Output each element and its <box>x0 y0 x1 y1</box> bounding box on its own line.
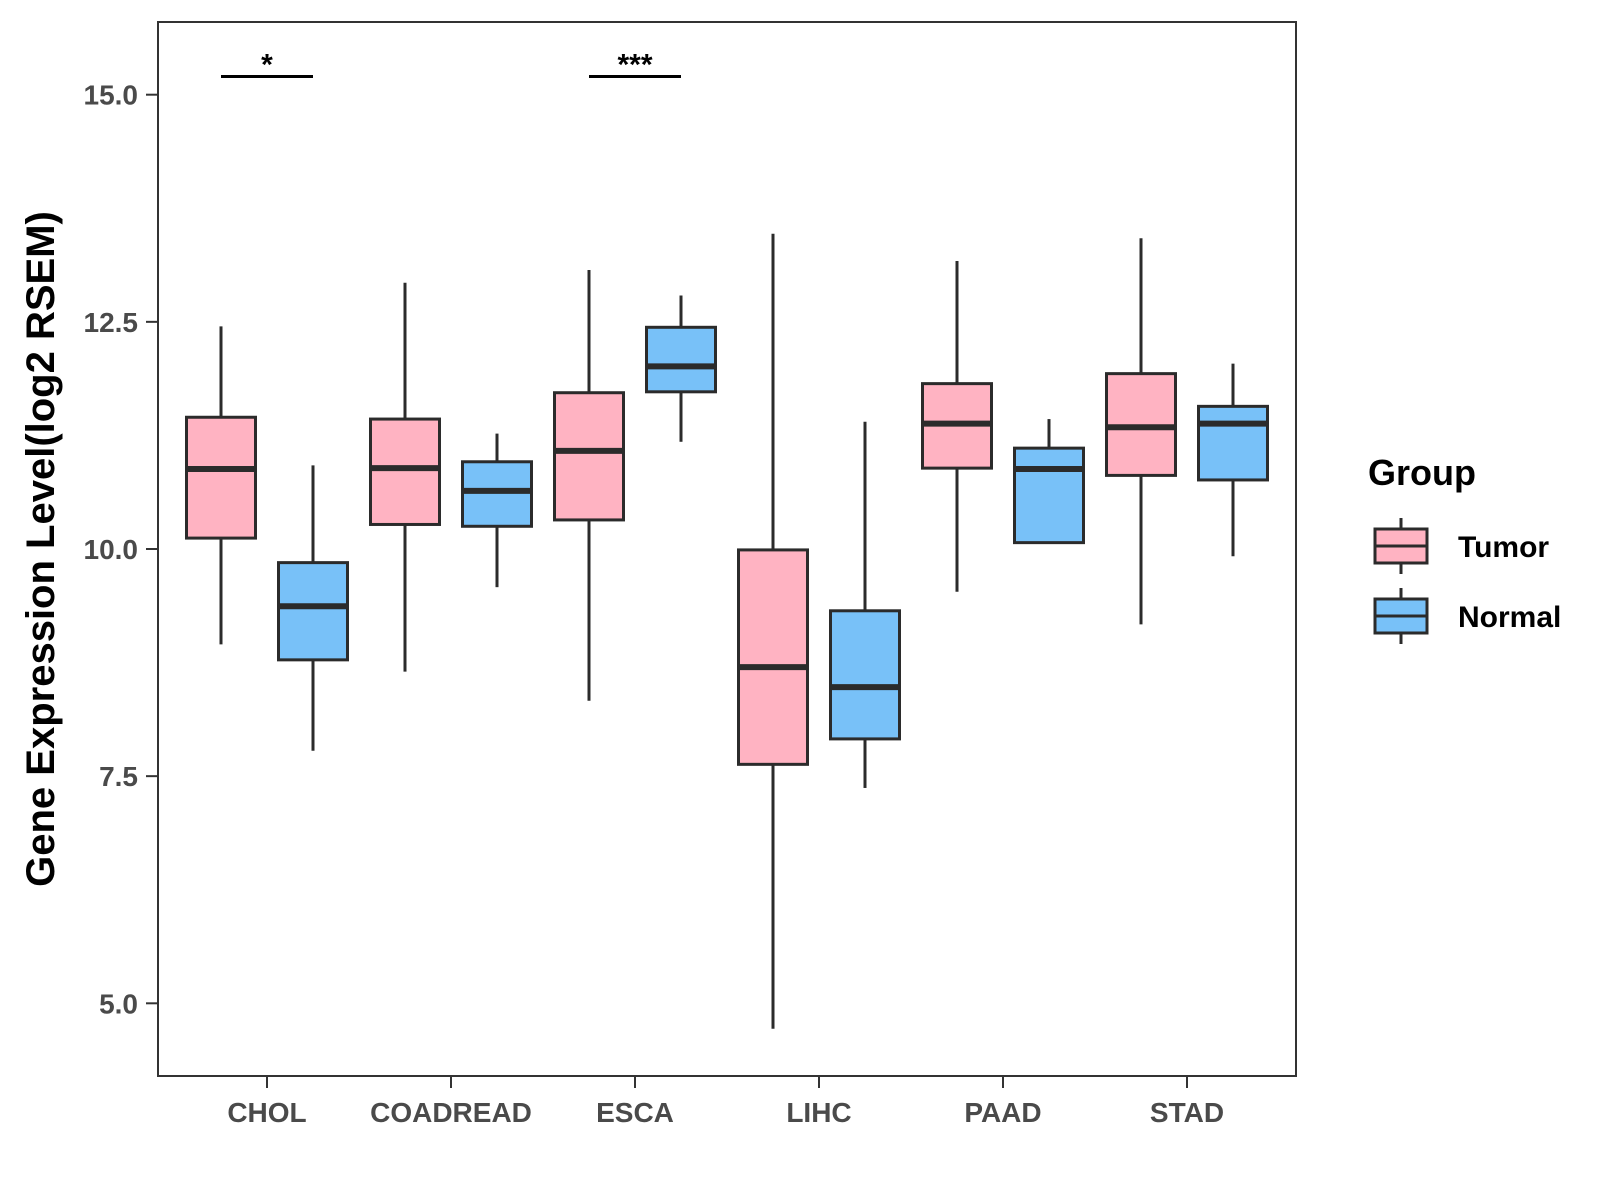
box-normal-esca <box>645 295 717 442</box>
box-tumor-esca <box>553 270 625 701</box>
significance-annotations: * *** <box>221 49 681 82</box>
box-tumor-lihc <box>737 233 809 1029</box>
box-normal-chol <box>277 465 349 751</box>
box-iqr <box>645 325 717 394</box>
legend-key-normal <box>1373 588 1429 644</box>
y-tick-label: 15.0 <box>84 80 139 111</box>
box-iqr <box>829 609 901 741</box>
box-iqr <box>1197 404 1269 482</box>
box-normal-stad <box>1197 363 1269 557</box>
legend-label-tumor: Tumor <box>1458 531 1549 564</box>
legend-key-tumor <box>1373 518 1429 574</box>
legend: Group Tumor Normal <box>1368 452 1561 644</box>
box-normal-paad <box>1013 419 1085 545</box>
box-iqr <box>277 561 349 662</box>
y-axis-title: Gene Expression Level(log2 RSEM) <box>19 211 63 887</box>
y-tick-label: 10.0 <box>84 534 139 565</box>
box-normal-coadread <box>461 433 533 588</box>
x-tick-label: COADREAD <box>370 1097 532 1128</box>
box-tumor-chol <box>185 326 257 645</box>
boxes <box>185 233 1269 1029</box>
y-tick-label: 5.0 <box>99 988 138 1019</box>
legend-label-normal: Normal <box>1458 601 1561 634</box>
x-tick-label: STAD <box>1150 1097 1224 1128</box>
box-iqr <box>369 417 441 526</box>
x-tick-label: LIHC <box>786 1097 851 1128</box>
x-tick-label: CHOL <box>227 1097 306 1128</box>
box-iqr <box>1013 446 1085 545</box>
x-tick-label: ESCA <box>596 1097 674 1128</box>
legend-title: Group <box>1368 452 1476 493</box>
box-tumor-coadread <box>369 282 441 672</box>
box-iqr <box>737 548 809 766</box>
significance-label: *** <box>617 49 652 82</box>
y-tick-label: 7.5 <box>99 761 138 792</box>
box-iqr <box>553 391 625 522</box>
y-tick-label: 12.5 <box>84 307 139 338</box>
axes: 5.0 7.5 10.0 12.5 15.0 CHOL COADREAD ESCA LIHC PA… <box>19 21 1297 1128</box>
box-normal-lihc <box>829 421 901 788</box>
plot-panel-border <box>157 21 1297 1077</box>
x-tick-label: PAAD <box>964 1097 1041 1128</box>
box-tumor-stad <box>1105 238 1177 625</box>
significance-label: * <box>261 49 273 82</box>
box-iqr <box>461 460 533 528</box>
box-iqr <box>185 415 257 540</box>
box-tumor-paad <box>921 260 993 592</box>
